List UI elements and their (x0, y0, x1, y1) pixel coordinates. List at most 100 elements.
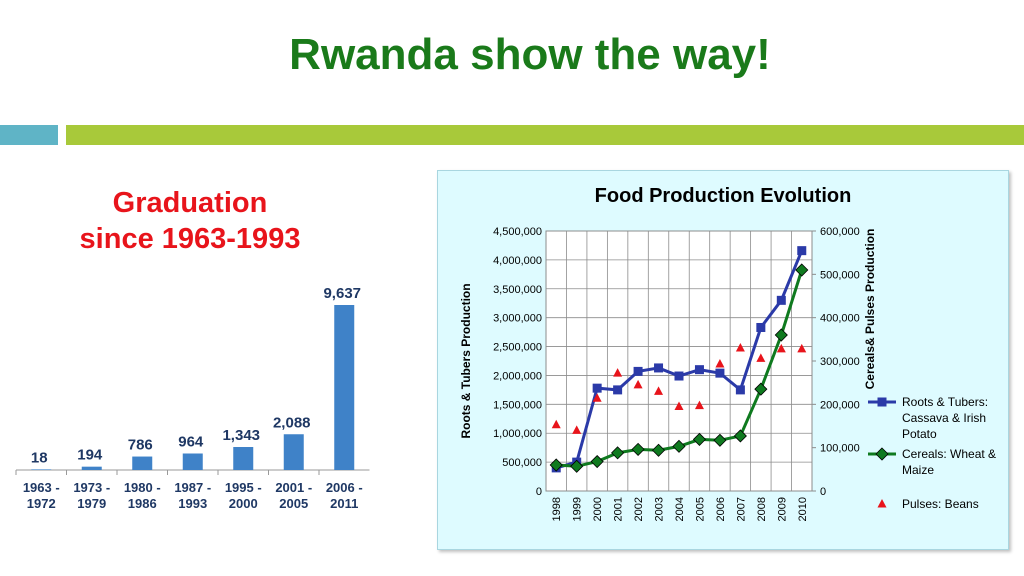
bar-data-label-6: 9,637 (323, 285, 361, 302)
left-tick-label-5: 2,500,000 (493, 342, 542, 354)
bar-category-label-1-1: 1979 (77, 496, 106, 511)
series-point-cereals-12 (795, 263, 809, 277)
left-tick-label-3: 1,500,000 (493, 399, 542, 411)
left-tick-label-7: 3,500,000 (493, 284, 542, 296)
right-tick-label-3: 300,000 (820, 356, 860, 368)
bar-category-label-3-0: 1987 - (174, 480, 211, 495)
bar-data-label-1: 194 (77, 447, 103, 464)
left-tick-label-2: 1,000,000 (493, 428, 542, 440)
x-tick-label-10: 2008 (756, 497, 768, 521)
legend-marker-roots-tubers (877, 397, 887, 407)
accent-bar-teal (0, 125, 58, 145)
accent-bar-green (66, 125, 1024, 145)
x-tick-label-4: 2002 (633, 497, 645, 521)
graduation-title: Graduation since 1963-1993 (30, 185, 350, 257)
bar-1 (81, 466, 102, 470)
bar-0 (31, 469, 52, 470)
series-point-pulses-9 (735, 343, 745, 352)
left-tick-label-0: 0 (536, 486, 542, 498)
bar-4 (233, 447, 254, 470)
bar-category-label-4-0: 1995 - (225, 480, 262, 495)
food-production-chart: Food Production Evolution 0 500,000 1,000,0… (459, 185, 996, 521)
right-tick-label-0: 0 (820, 486, 826, 498)
line-chart-title: Food Production Evolution (595, 185, 852, 207)
series-point-cereals-10 (754, 382, 768, 396)
x-tick-label-7: 2005 (694, 497, 706, 521)
series-point-cereals-5 (651, 443, 666, 457)
series-point-cereals-2 (590, 454, 604, 469)
right-tick-label-5: 500,000 (820, 269, 860, 281)
series-point-roots-tubers-12 (797, 246, 807, 256)
series-point-roots-tubers-6 (674, 371, 684, 381)
series-point-roots-tubers-4 (633, 366, 643, 376)
bar-data-label-0: 18 (31, 449, 48, 466)
left-tick-label-6: 3,000,000 (493, 313, 542, 325)
right-axis-title: Cereals& Pulses Production (863, 229, 877, 390)
bar-data-label-4: 1,343 (222, 427, 260, 444)
series-point-cereals-1 (570, 459, 584, 473)
graduation-bar-chart: 18 1963 -1972 194 1973 -1979 786 1980 -1986 96… (15, 285, 370, 511)
series-point-roots-tubers-8 (715, 368, 725, 378)
series-point-pulses-10 (756, 353, 766, 362)
series-point-roots-tubers-3 (613, 385, 623, 395)
x-tick-label-3: 2001 (613, 497, 625, 521)
right-tick-label-1: 100,000 (820, 443, 860, 455)
x-tick-label-1: 1999 (572, 497, 584, 521)
series-point-cereals-0 (549, 458, 563, 472)
series-point-pulses-1 (572, 425, 582, 434)
bar-category-label-3-1: 1993 (178, 496, 207, 511)
series-point-pulses-11 (776, 343, 786, 353)
series-point-cereals-4 (631, 442, 645, 456)
series-point-roots-tubers-11 (776, 295, 786, 305)
food-production-panel: Food Production Evolution 0 500,000 1,000,0… (437, 170, 1009, 550)
x-tick-label-12: 2010 (797, 497, 809, 521)
series-point-pulses-4 (633, 379, 643, 389)
series-point-pulses-5 (654, 386, 664, 395)
series-point-cereals-6 (672, 439, 686, 453)
bar-category-label-2-1: 1986 (128, 496, 157, 511)
x-tick-label-5: 2003 (654, 497, 666, 521)
series-point-pulses-0 (551, 419, 561, 429)
series-point-pulses-2 (592, 393, 602, 402)
series-point-pulses-8 (715, 359, 725, 368)
series-point-roots-tubers-5 (654, 363, 664, 373)
right-tick-label-2: 200,000 (820, 399, 860, 411)
series-point-roots-tubers-9 (735, 385, 745, 395)
series-point-roots-tubers-10 (756, 322, 766, 332)
left-tick-label-9: 4,500,000 (493, 226, 542, 238)
series-point-roots-tubers-7 (694, 365, 704, 375)
bar-category-label-0-1: 1972 (27, 496, 56, 511)
bar-category-label-0-0: 1963 - (23, 480, 60, 495)
x-tick-label-11: 2009 (776, 497, 788, 521)
legend-marker-cereals (875, 447, 889, 461)
bar-data-label-3: 964 (178, 433, 204, 450)
left-tick-label-1: 500,000 (502, 457, 542, 469)
x-tick-label-6: 2004 (674, 497, 686, 521)
right-tick-label-4: 400,000 (820, 313, 860, 325)
bar-3 (182, 453, 203, 470)
bar-category-label-6-1: 2011 (330, 496, 358, 511)
legend-marker-pulses (877, 499, 887, 508)
bar-category-label-4-1: 2000 (229, 496, 258, 511)
legend-label-cereals: Cereals: Wheat & Maize (902, 447, 996, 477)
series-point-cereals-8 (713, 433, 727, 447)
series-point-cereals-7 (692, 432, 707, 446)
right-tick-label-6: 600,000 (820, 226, 860, 238)
bar-category-label-5-0: 2001 - (275, 480, 312, 495)
bar-category-label-5-1: 2005 (279, 496, 308, 511)
bar-data-label-2: 786 (128, 437, 153, 454)
bar-category-label-6-0: 2006 - (326, 480, 363, 495)
x-tick-label-9: 2007 (735, 497, 747, 521)
left-tick-label-8: 4,000,000 (493, 255, 542, 267)
bar-data-label-5: 2,088 (273, 414, 311, 431)
left-tick-label-4: 2,000,000 (493, 370, 542, 382)
series-point-pulses-6 (674, 401, 684, 410)
left-axis-title: Roots & Tubers Production (459, 283, 473, 438)
series-point-cereals-3 (611, 446, 625, 460)
legend-label-roots-tubers: Roots & Tubers: Cassava & Irish Potato (902, 395, 988, 441)
bar-category-label-2-0: 1980 - (124, 480, 161, 495)
x-tick-label-2: 2000 (592, 497, 604, 521)
bar-5 (283, 434, 304, 470)
slide-title: Rwanda show the way! (289, 30, 771, 79)
series-point-cereals-11 (774, 328, 788, 342)
